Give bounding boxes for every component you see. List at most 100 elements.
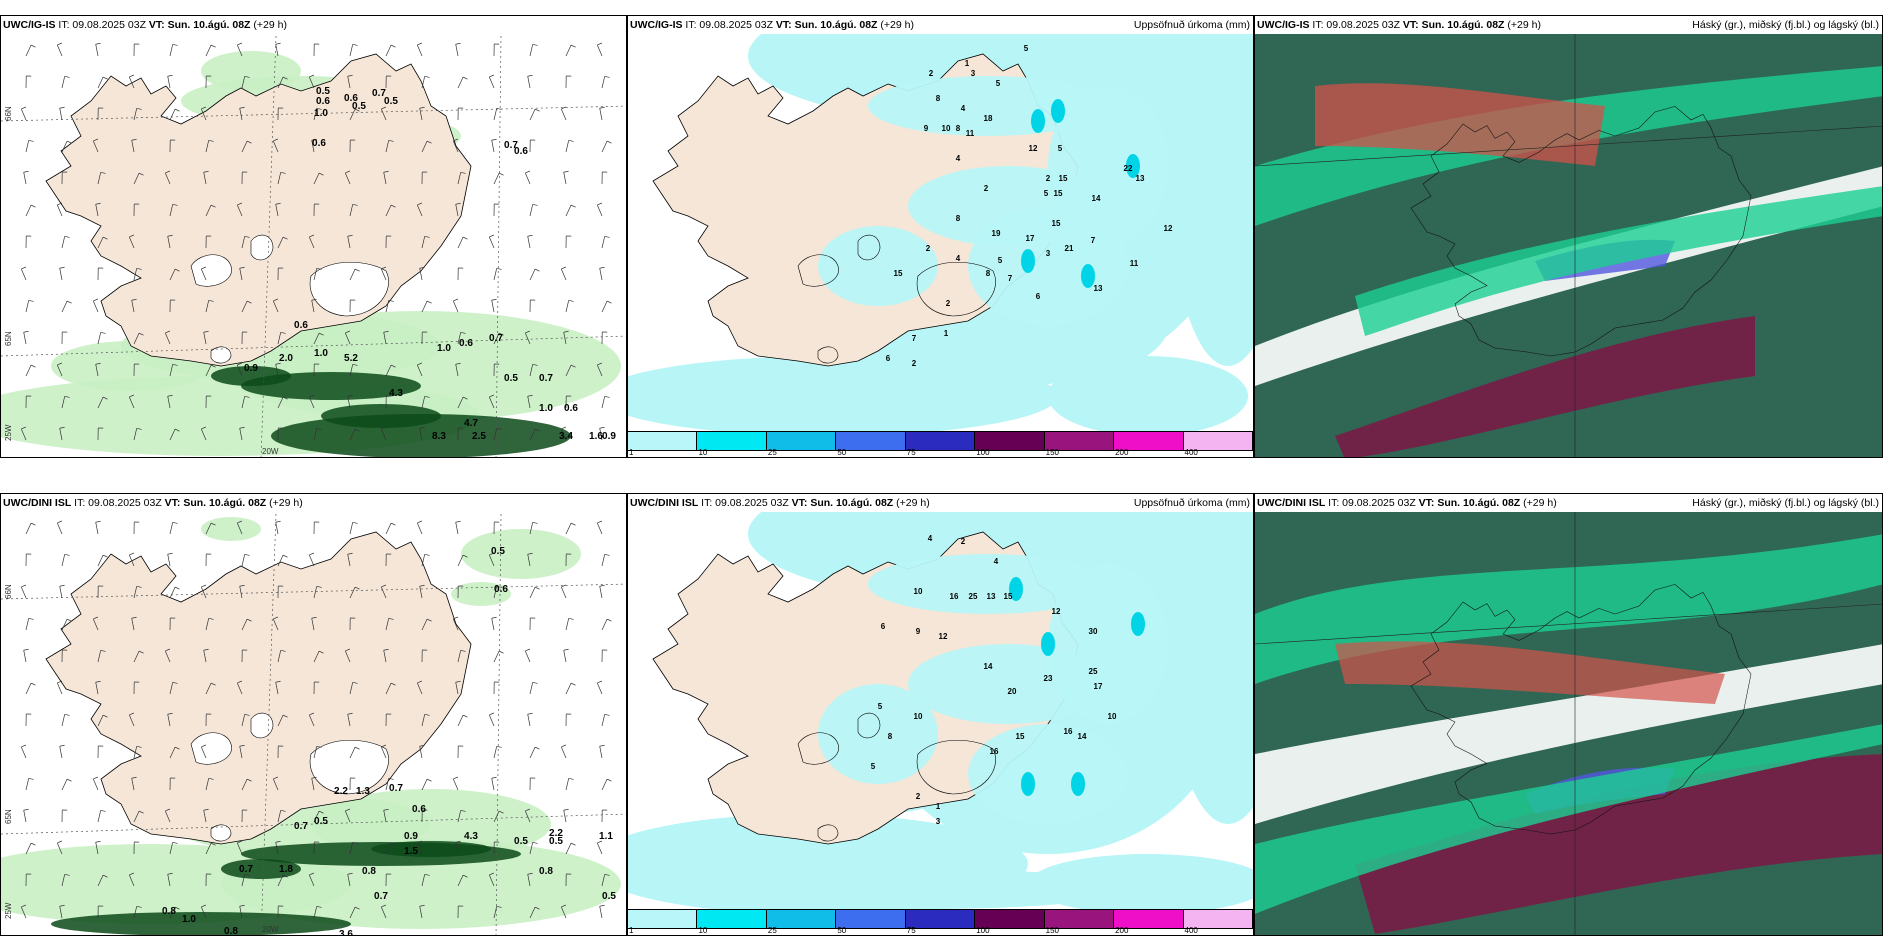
wind-barb bbox=[563, 332, 567, 345]
wind-barb-flag bbox=[246, 778, 252, 782]
wind-barb-flag bbox=[246, 300, 252, 304]
wind-barb-flag bbox=[136, 585, 142, 588]
colorbar-tick: 1 bbox=[629, 448, 634, 457]
wind-barb-flag bbox=[347, 552, 353, 555]
wind-barb bbox=[92, 778, 99, 791]
wind-barb-flag bbox=[561, 266, 567, 270]
wind-barb-flag bbox=[489, 552, 495, 556]
wind-barb-flag bbox=[496, 905, 502, 908]
wind-barb bbox=[169, 364, 174, 377]
wind-barb-flag bbox=[172, 681, 178, 684]
colorbar-swatch bbox=[905, 910, 976, 928]
glacier bbox=[210, 824, 232, 842]
wind-barb-flag bbox=[604, 873, 610, 876]
wind-barb-flag bbox=[347, 872, 353, 875]
wind-barb-flag bbox=[246, 140, 252, 144]
wind-barb bbox=[241, 714, 246, 727]
precip-value: 0.7 bbox=[239, 864, 253, 875]
wind-barb bbox=[457, 332, 462, 345]
precip-value: 10 bbox=[914, 712, 923, 721]
wind-barb-flag bbox=[424, 553, 430, 556]
wind-barb bbox=[205, 618, 210, 631]
wind-barb-flag bbox=[172, 521, 178, 524]
precip-value: 2.2 bbox=[334, 786, 348, 797]
wind-barb bbox=[128, 714, 135, 727]
wind-barb bbox=[596, 364, 603, 377]
wind-barb-flag bbox=[455, 840, 461, 843]
precip-value: 21 bbox=[1065, 244, 1074, 253]
wind-barb-flag bbox=[496, 107, 502, 110]
wind-barb-flag bbox=[239, 904, 245, 907]
wind-barb bbox=[491, 300, 495, 313]
wind-barb-flag bbox=[489, 712, 495, 716]
wind-barb-flag bbox=[138, 172, 144, 176]
wind-barb bbox=[493, 428, 498, 441]
wind-barb-flag bbox=[174, 746, 180, 750]
wind-barb bbox=[457, 650, 462, 663]
wind-barb-flag bbox=[424, 395, 430, 398]
wind-barb bbox=[92, 618, 99, 631]
wind-barb-flag bbox=[455, 520, 461, 523]
wind-barb bbox=[527, 874, 531, 887]
cloud-band bbox=[1355, 186, 1882, 336]
wind-barb-flag bbox=[491, 776, 497, 779]
wind-barb-flag bbox=[309, 394, 315, 398]
wind-barb-flag bbox=[347, 234, 353, 237]
wind-barb-flag bbox=[347, 394, 353, 397]
precip-value: 2 bbox=[984, 184, 989, 193]
precip-value: 2.5 bbox=[472, 431, 486, 442]
precip-value: 2 bbox=[916, 792, 921, 801]
wind-barb bbox=[133, 172, 140, 185]
precip-area bbox=[818, 684, 938, 784]
wind-barb bbox=[529, 428, 536, 441]
wind-barb-flag bbox=[21, 584, 27, 588]
wind-barb-flag bbox=[66, 618, 72, 622]
cloud-band bbox=[1335, 641, 1725, 704]
precip-value: 7 bbox=[912, 334, 917, 343]
wind-barb-flag bbox=[95, 680, 101, 683]
precip-value: 8 bbox=[888, 732, 893, 741]
wind-barb-flag bbox=[309, 74, 315, 78]
precip-max bbox=[1081, 264, 1095, 288]
wind-barb bbox=[380, 746, 387, 759]
wind-barb-flag bbox=[138, 650, 144, 654]
cloud-band bbox=[1255, 644, 1882, 824]
wind-barb-flag bbox=[563, 648, 569, 651]
wind-barb-flag bbox=[532, 203, 538, 206]
precip-value: 2 bbox=[926, 244, 931, 253]
wind-barb-flag bbox=[57, 362, 63, 366]
wind-barb bbox=[349, 428, 356, 441]
wind-barb-flag bbox=[496, 427, 502, 430]
wind-barb bbox=[380, 108, 387, 121]
wind-barb bbox=[416, 842, 423, 855]
wind-barb-flag bbox=[102, 714, 108, 718]
wind-barb bbox=[349, 906, 356, 919]
wind-barb-flag bbox=[136, 745, 142, 748]
wind-barb-flag bbox=[136, 267, 142, 270]
wind-barb-flag bbox=[30, 204, 36, 208]
wind-barb bbox=[385, 842, 392, 855]
wind-barb-flag bbox=[237, 202, 243, 206]
precip-value: 1 bbox=[936, 802, 941, 811]
wind-barb-flag bbox=[318, 172, 324, 176]
precip-value: 4.3 bbox=[389, 388, 403, 399]
glacier bbox=[309, 261, 389, 317]
wind-barb-flag bbox=[244, 395, 250, 398]
wind-barb-flag bbox=[172, 363, 178, 366]
panel-subtitle: Háský (gr.), miðský (fj.bl.) og lágský (… bbox=[1692, 497, 1879, 509]
wind-barb-flag bbox=[129, 234, 135, 238]
wind-barb-flag bbox=[534, 906, 540, 910]
colorbar: 1 10 25 50 75 100 150 200 400 bbox=[628, 909, 1253, 935]
colorbar-swatch bbox=[975, 910, 1045, 928]
wind-barb-flag bbox=[131, 298, 137, 301]
wind-barb-flag bbox=[534, 746, 540, 750]
precip-value: 0.5 bbox=[316, 86, 330, 97]
wind-barb bbox=[491, 778, 495, 791]
glacier bbox=[250, 712, 274, 739]
precip-value: 13 bbox=[1094, 284, 1103, 293]
wind-barb-flag bbox=[383, 648, 389, 651]
wind-barb-flag bbox=[561, 744, 567, 748]
panel-precip-dini: UWC/DINI ISL IT: 09.08.2025 03Z VT: Sun.… bbox=[627, 493, 1254, 936]
wind-barb bbox=[527, 396, 531, 409]
wind-barb bbox=[493, 586, 498, 599]
